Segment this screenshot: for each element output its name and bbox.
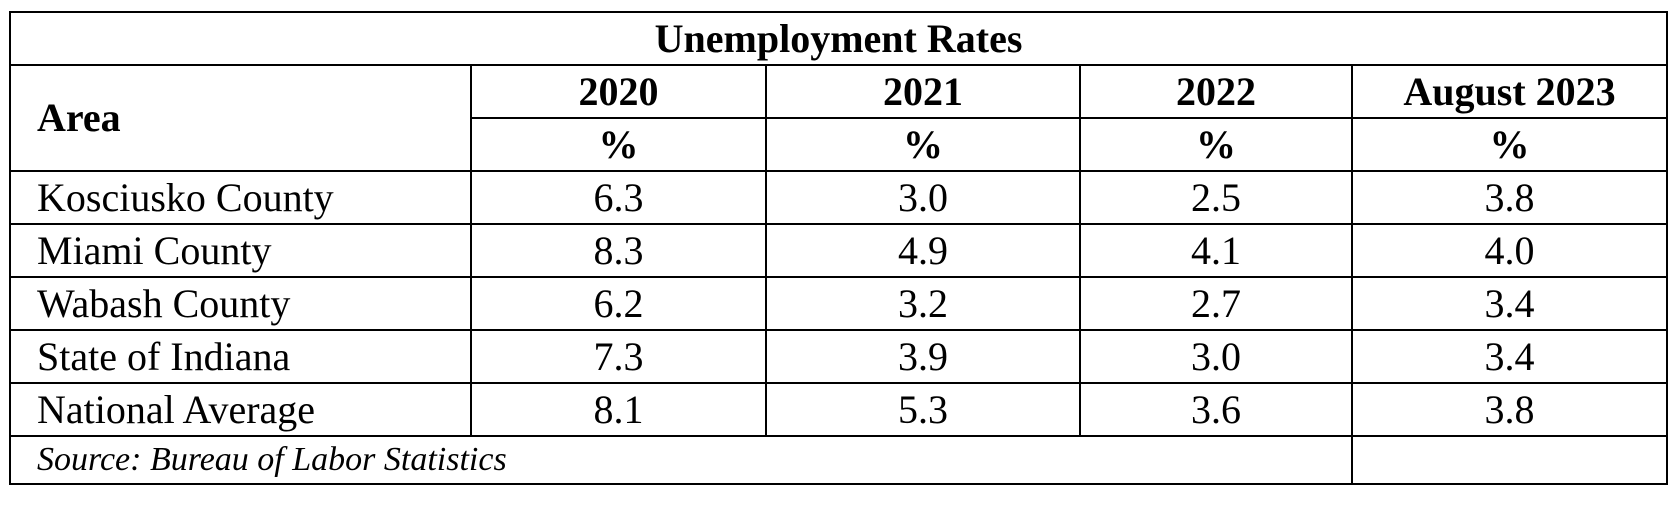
rate-value: 3.0 xyxy=(765,170,1081,225)
table-row: National Average 8.1 5.3 3.6 3.8 xyxy=(9,382,1669,437)
row-label: State of Indiana xyxy=(9,329,472,384)
rate-value: 6.2 xyxy=(470,276,767,331)
rate-value: 7.3 xyxy=(470,329,767,384)
rate-value: 3.8 xyxy=(1350,382,1669,437)
rate-value: 3.2 xyxy=(765,276,1081,331)
rate-value: 2.5 xyxy=(1079,170,1353,225)
rate-value: 3.6 xyxy=(1079,382,1353,437)
rate-value: 5.3 xyxy=(765,382,1081,437)
table-title: Unemployment Rates xyxy=(8,11,1669,66)
table-row: Miami County 8.3 4.9 4.1 4.0 xyxy=(9,223,1669,278)
area-column-header: Area xyxy=(9,64,472,172)
row-label: Wabash County xyxy=(9,276,472,331)
row-label: Miami County xyxy=(9,223,472,278)
table-row: State of Indiana 7.3 3.9 3.0 3.4 xyxy=(9,329,1669,384)
title-row: Unemployment Rates xyxy=(8,11,1669,66)
rate-value: 4.1 xyxy=(1079,223,1353,278)
rate-value: 6.3 xyxy=(470,170,767,225)
unit-header: % xyxy=(765,117,1081,172)
source-note: Source: Bureau of Labor Statistics xyxy=(9,435,1353,485)
rate-value: 3.9 xyxy=(765,329,1081,384)
year-header-2021: 2021 xyxy=(765,64,1081,119)
rate-value: 8.1 xyxy=(470,382,767,437)
rate-value: 3.0 xyxy=(1079,329,1353,384)
rate-value: 8.3 xyxy=(470,223,767,278)
row-label: Kosciusko County xyxy=(9,170,472,225)
unit-header: % xyxy=(470,117,767,172)
table-row: Kosciusko County 6.3 3.0 2.5 3.8 xyxy=(9,170,1669,225)
rate-value: 4.9 xyxy=(765,223,1081,278)
source-row: Source: Bureau of Labor Statistics xyxy=(9,435,1669,485)
year-header-row: Area 2020 2021 2022 August 2023 xyxy=(9,64,1669,172)
rate-value: 4.0 xyxy=(1350,223,1669,278)
row-label: National Average xyxy=(9,382,472,437)
rate-value: 2.7 xyxy=(1079,276,1353,331)
unit-header-row: % % % % xyxy=(10,117,1669,172)
year-header-2020: 2020 xyxy=(470,64,767,119)
rate-value: 3.4 xyxy=(1350,276,1669,331)
rate-value: 3.8 xyxy=(1350,170,1669,225)
unit-header: % xyxy=(1350,117,1669,172)
unit-header: % xyxy=(1079,117,1353,172)
unemployment-rates-table: Unemployment Rates Area 2020 2021 2022 A… xyxy=(8,11,1669,485)
table-row: Wabash County 6.2 3.2 2.7 3.4 xyxy=(9,276,1669,331)
year-header-2022: 2022 xyxy=(1079,64,1353,119)
rate-value: 3.4 xyxy=(1350,329,1669,384)
empty-cell xyxy=(1350,435,1669,485)
year-header-august-2023: August 2023 xyxy=(1350,64,1669,119)
